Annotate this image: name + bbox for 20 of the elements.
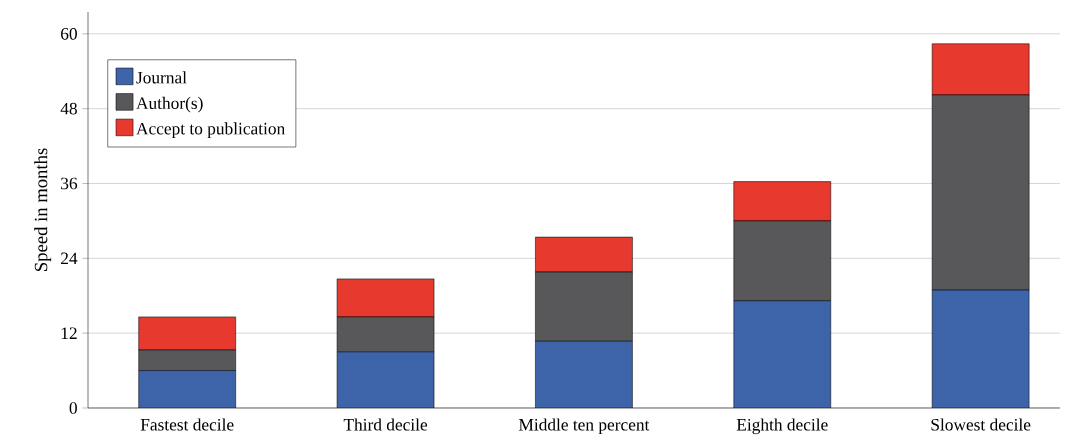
x-tick-label: Middle ten percent [518, 418, 650, 435]
x-tick-label: Slowest decile [931, 418, 1031, 431]
y-tick-label: 36 [61, 177, 78, 190]
y-tick-label: 24 [61, 252, 78, 265]
y-tick-label: 60 [61, 27, 77, 40]
y-tick-label: 0 [69, 402, 77, 414]
x-tick-label: Fastest decile [140, 418, 234, 431]
y-tick-label: 48 [60, 102, 77, 115]
x-tick-label: Third decile [343, 418, 428, 431]
legend-label: Accept to publication [136, 122, 285, 139]
bar [337, 351, 435, 408]
bar [138, 370, 236, 408]
legend-label: Journal [136, 71, 187, 84]
x-tick-label: Eighth decile [736, 418, 828, 435]
bar [733, 300, 831, 408]
legend-label: Author(s) [136, 96, 203, 113]
bar [535, 341, 633, 408]
bar [931, 289, 1030, 408]
y-axis-title: Speed in months [34, 148, 52, 271]
y-tick-label: 12 [61, 327, 77, 339]
